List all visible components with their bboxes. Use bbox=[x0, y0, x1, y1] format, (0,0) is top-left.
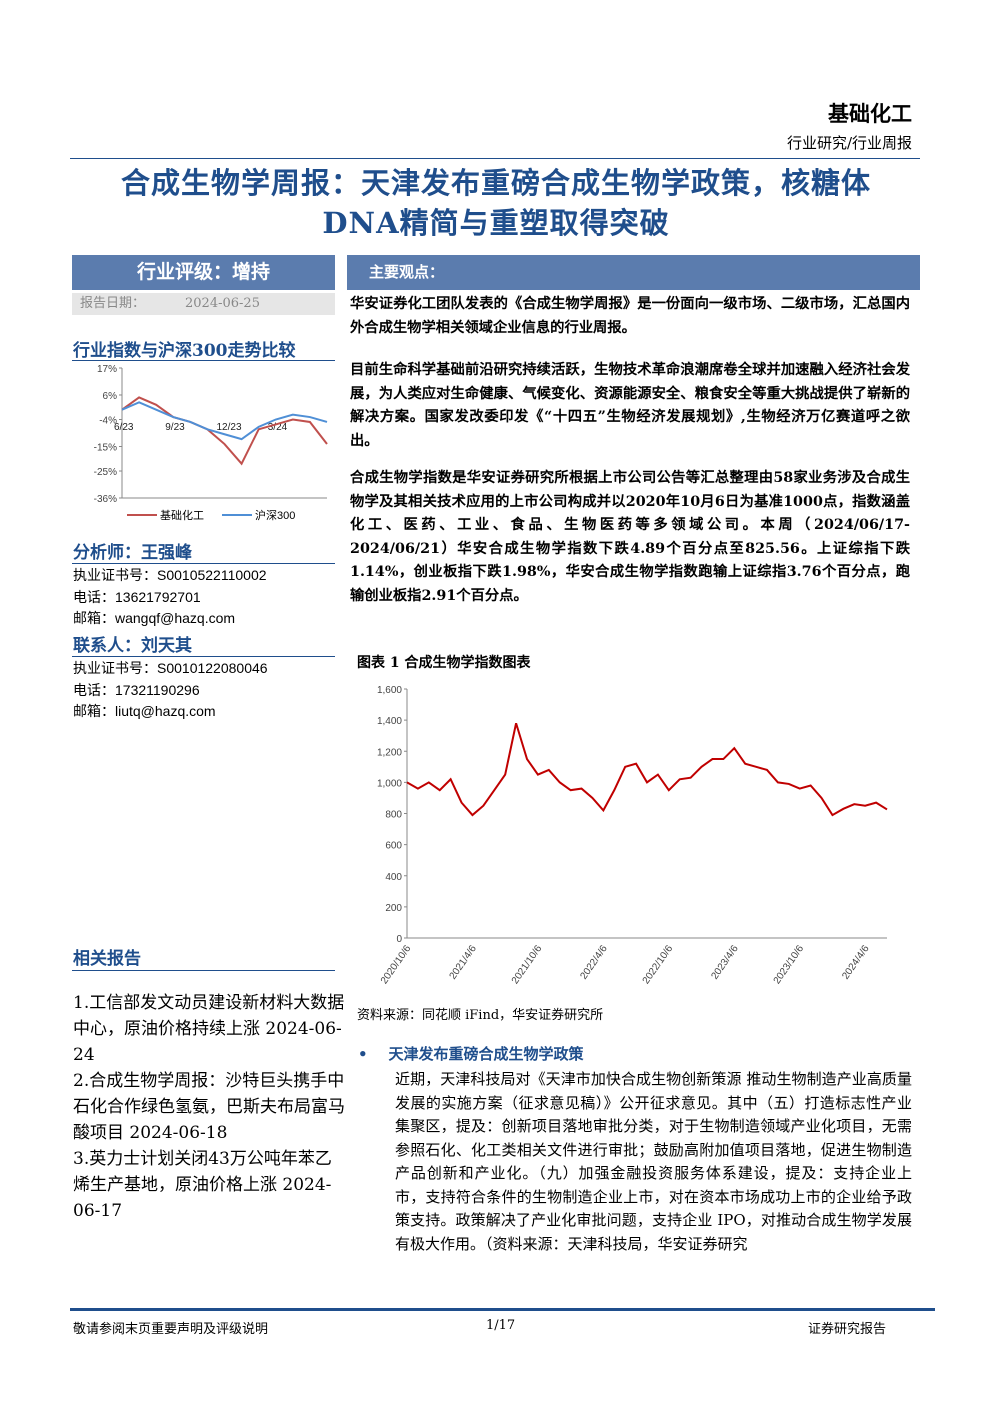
y-tick-label: 1,600 bbox=[377, 685, 402, 696]
sector: 基础化工 bbox=[828, 101, 912, 126]
rule bbox=[72, 970, 335, 971]
y-tick-label: 6% bbox=[103, 391, 118, 402]
related-item: 1.工信部发文动员建设新材料大数据中心，原油价格持续上涨 2024-06-24 bbox=[73, 993, 345, 1065]
figure-source: 资料来源：同花顺 iFind，华安证券研究所 bbox=[357, 1008, 604, 1023]
x-tick-label: 2021/10/6 bbox=[510, 943, 545, 986]
series-line bbox=[406, 722, 888, 817]
bullet-heading: • 天津发布重磅合成生物学政策 bbox=[358, 1045, 584, 1063]
footer-page: 1/17 bbox=[486, 1318, 516, 1333]
line: 邮箱：wangqf@hazq.com bbox=[73, 610, 236, 626]
line: 执业证书号：S0010522110002 bbox=[73, 567, 267, 583]
y-tick-label: 0 bbox=[396, 934, 402, 945]
y-tick-label: 17% bbox=[97, 364, 117, 375]
contact-lines: 执业证书号：S0010122080046 电话：17321190296 邮箱：liu… bbox=[73, 658, 268, 723]
y-tick-label: -4% bbox=[99, 416, 117, 427]
analyst-lines: 执业证书号：S0010522110002 电话：13621792701 邮箱：wan… bbox=[73, 565, 267, 630]
y-tick-label: 1,000 bbox=[377, 778, 402, 789]
paragraph: 华安证券化工团队发表的《合成生物学周报》是一份面向一级市场、二级市场，汇总国内外… bbox=[350, 296, 910, 336]
series-line bbox=[121, 396, 328, 466]
line: 电话：13621792701 bbox=[73, 588, 201, 605]
x-tick-label: 9/23 bbox=[165, 422, 185, 433]
y-tick-label: 1,200 bbox=[377, 747, 402, 758]
date: 2024-06-25 bbox=[185, 296, 260, 311]
main-heading-text: 主要观点： bbox=[369, 263, 445, 281]
bullet-text: 近期，天津科技局对《天津市加快合成生物创新策源 推动生物制造产业高质量发展的实施… bbox=[395, 1070, 912, 1253]
x-tick-label: 2021/4/6 bbox=[448, 943, 480, 982]
line: 邮箱：liutq@hazq.com bbox=[73, 703, 216, 719]
category: 行业研究/行业周报 bbox=[786, 134, 912, 152]
x-tick-label: 2022/4/6 bbox=[578, 943, 610, 982]
paragraph: 合成生物学指数是华安证券研究所根据上市公司公告等汇总整理由58家业务涉及合成生物… bbox=[350, 470, 910, 604]
index-chart: 17% 6% -4% -15% -25% -36% 6/23 9/23 12/23 3/24 基础化… bbox=[94, 364, 328, 522]
date-row: 报告日期： 2024-06-25 bbox=[72, 293, 335, 315]
figure-caption: 图表 1 合成生物学指数图表 bbox=[357, 655, 531, 671]
y-tick-label: 400 bbox=[385, 872, 402, 883]
analyst-heading: 分析师：王强峰 bbox=[73, 543, 192, 563]
x-tick-label: 6/23 bbox=[114, 422, 134, 433]
rule bbox=[72, 563, 335, 564]
legend-label: 沪深300 bbox=[255, 508, 295, 522]
contact-heading: 联系人：刘天其 bbox=[73, 636, 192, 656]
index-chart-title: 行业指数与沪深300走势比较 bbox=[73, 341, 296, 361]
x-tick-label: 2024/4/6 bbox=[840, 943, 872, 982]
rule bbox=[72, 360, 335, 361]
date-label: 报告日期： bbox=[80, 296, 146, 311]
y-tick-label: -15% bbox=[94, 442, 117, 453]
x-tick-label: 2023/4/6 bbox=[709, 943, 741, 982]
related-heading: 相关报告 bbox=[73, 949, 141, 969]
rule bbox=[72, 656, 335, 657]
x-tick-label: 2023/10/6 bbox=[772, 943, 807, 986]
y-tick-label: 600 bbox=[385, 841, 402, 852]
x-tick-label: 12/23 bbox=[217, 422, 242, 433]
series-line bbox=[121, 401, 328, 441]
y-tick-label: 200 bbox=[385, 903, 402, 914]
y-tick-label: 800 bbox=[385, 810, 402, 821]
footer-right: 证券研究报告 bbox=[808, 1322, 887, 1337]
bullet-heading-text: 天津发布重磅合成生物学政策 bbox=[388, 1045, 584, 1063]
related-item: 2.合成生物学周报：沙特巨头携手中石化合作绿色氢氨，巴斯夫布局富马酸项目 202… bbox=[73, 1071, 345, 1143]
x-tick-label: 3/24 bbox=[268, 422, 288, 433]
x-tick-label: 2022/10/6 bbox=[641, 943, 676, 986]
y-tick-label: 1,400 bbox=[377, 716, 402, 727]
title: 合成生物学周报：天津发布重磅合成生物学政策，核糖体DNA精简与重塑取得突破 bbox=[120, 166, 871, 240]
y-tick-label: -36% bbox=[94, 494, 117, 505]
main-heading: 主要观点： bbox=[347, 255, 920, 290]
related-list: 1.工信部发文动员建设新材料大数据中心，原油价格持续上涨 2024-06-24 2… bbox=[73, 990, 348, 1224]
y-tick-label: -25% bbox=[94, 467, 117, 478]
line: 执业证书号：S0010122080046 bbox=[73, 660, 268, 676]
x-tick-label: 2020/10/6 bbox=[379, 943, 414, 986]
footer-left: 敬请参阅末页重要声明及评级说明 bbox=[73, 1322, 269, 1337]
related-item: 3.英力士计划关闭43万公吨年苯乙烯生产基地，原油价格上涨 2024-06-17 bbox=[73, 1149, 332, 1221]
line: 电话：17321190296 bbox=[73, 681, 200, 698]
legend-label: 基础化工 bbox=[160, 508, 204, 522]
paragraph: 目前生命科学基础前沿研究持续活跃，生物技术革命浪潮席卷全球并加速融入经济社会发展… bbox=[350, 362, 910, 449]
index-chart-main: 0 200 400 600 800 1,000 1,200 1,400 1,600 2020/10… bbox=[377, 685, 888, 986]
footer-rule bbox=[70, 1308, 935, 1311]
rule bbox=[70, 158, 920, 159]
rating: 行业评级：增持 bbox=[72, 255, 335, 290]
